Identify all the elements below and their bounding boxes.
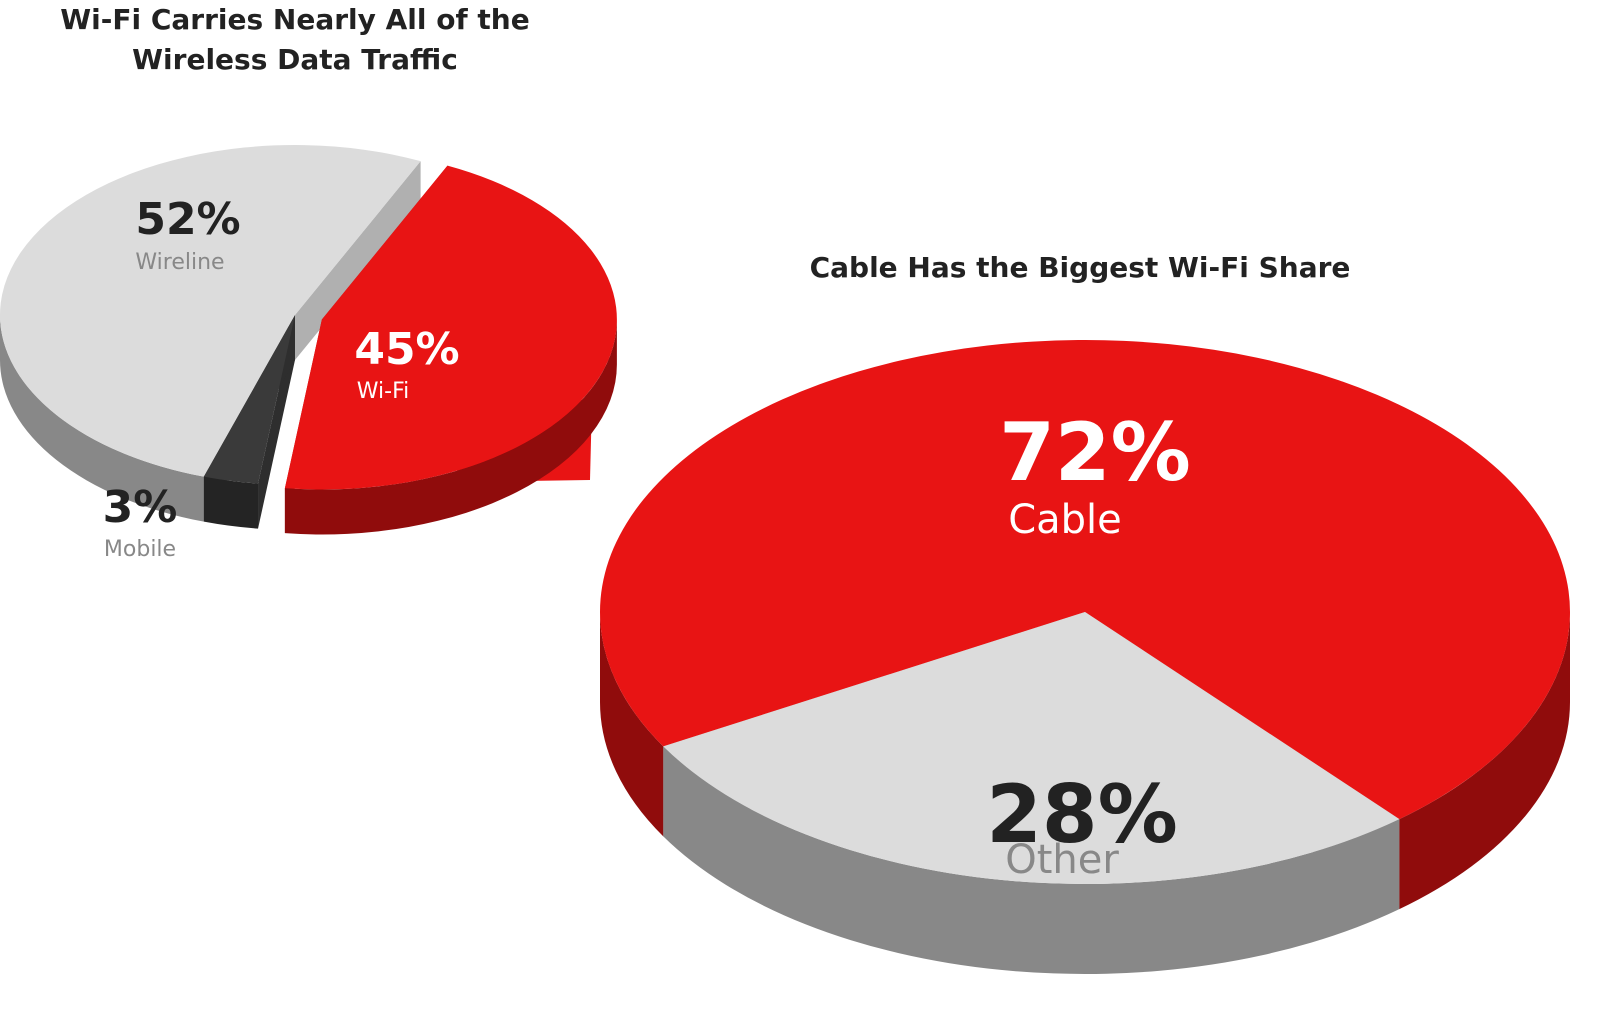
value-label: 52% <box>135 194 240 245</box>
slice-side <box>600 612 664 837</box>
chart-title: Wi-Fi Carries Nearly All of the Wireless… <box>60 3 530 76</box>
value-label: 72% <box>999 406 1190 499</box>
slice <box>284 165 617 490</box>
category-label: Wireline <box>135 250 224 275</box>
slice-side <box>1399 612 1570 910</box>
category-label: Wi-Fi <box>357 379 410 404</box>
value-label: 28% <box>986 768 1177 861</box>
slice <box>0 145 421 477</box>
category-label: Other <box>1005 837 1119 883</box>
slice-side <box>203 476 259 529</box>
slice <box>600 339 1570 820</box>
slice-wall <box>295 161 421 360</box>
category-label: Mobile <box>104 537 176 562</box>
category-label: Cable <box>1008 497 1122 543</box>
slice-side <box>663 746 1400 975</box>
slice-side <box>284 319 617 535</box>
value-label: 45% <box>354 324 459 375</box>
slice <box>663 612 1400 884</box>
slice-side <box>0 315 204 522</box>
chart-title: Cable Has the Biggest Wi-Fi Share <box>809 251 1351 284</box>
value-label: 3% <box>103 482 178 533</box>
slice <box>203 315 295 484</box>
